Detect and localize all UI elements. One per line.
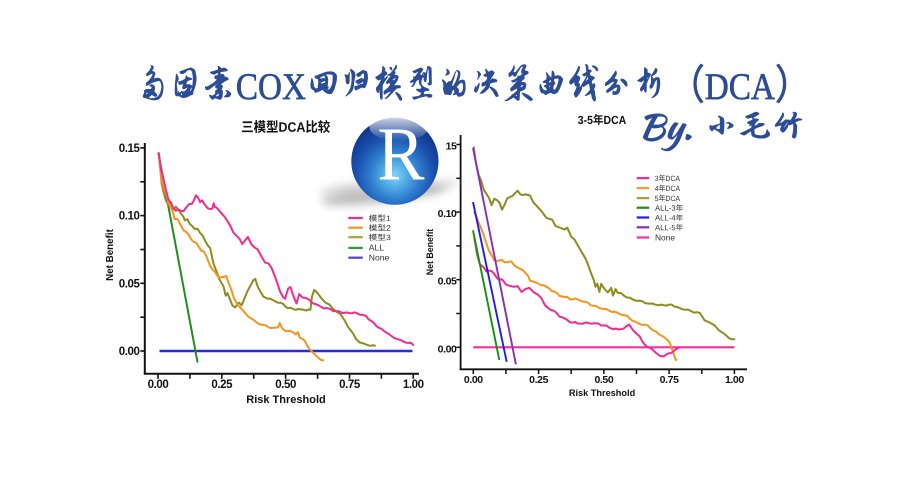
svg-text:0.50: 0.50 — [594, 374, 613, 386]
svg-text:0.10: 0.10 — [119, 211, 140, 223]
svg-text:ALL: ALL — [369, 243, 385, 253]
svg-text:Net Benefit: Net Benefit — [425, 229, 435, 276]
svg-text:0.15: 0.15 — [119, 143, 141, 155]
svg-text:0.05: 0.05 — [119, 278, 141, 290]
svg-text:15: 15 — [446, 141, 457, 153]
svg-text:0.25: 0.25 — [211, 379, 233, 391]
svg-text:0.00: 0.00 — [464, 374, 483, 386]
svg-text:Net Benefit: Net Benefit — [105, 228, 116, 280]
svg-text:0.00: 0.00 — [119, 346, 140, 358]
svg-text:1.00: 1.00 — [403, 379, 424, 391]
svg-text:Risk Threshold: Risk Threshold — [246, 394, 325, 406]
svg-text:0.25: 0.25 — [529, 374, 548, 386]
svg-text:0.00: 0.00 — [148, 379, 169, 391]
svg-text:0.75: 0.75 — [339, 379, 361, 391]
svg-text:0.05: 0.05 — [438, 276, 457, 288]
svg-text:Risk Threshold: Risk Threshold — [569, 388, 635, 398]
svg-text:0.50: 0.50 — [275, 379, 296, 391]
svg-text:None: None — [655, 232, 675, 242]
svg-text:R: R — [377, 112, 424, 196]
svg-text:0.75: 0.75 — [660, 374, 679, 386]
svg-text:None: None — [369, 253, 390, 263]
svg-text:0.10: 0.10 — [438, 208, 457, 220]
svg-text:1.00: 1.00 — [725, 374, 744, 386]
svg-text:0.00: 0.00 — [438, 343, 457, 355]
